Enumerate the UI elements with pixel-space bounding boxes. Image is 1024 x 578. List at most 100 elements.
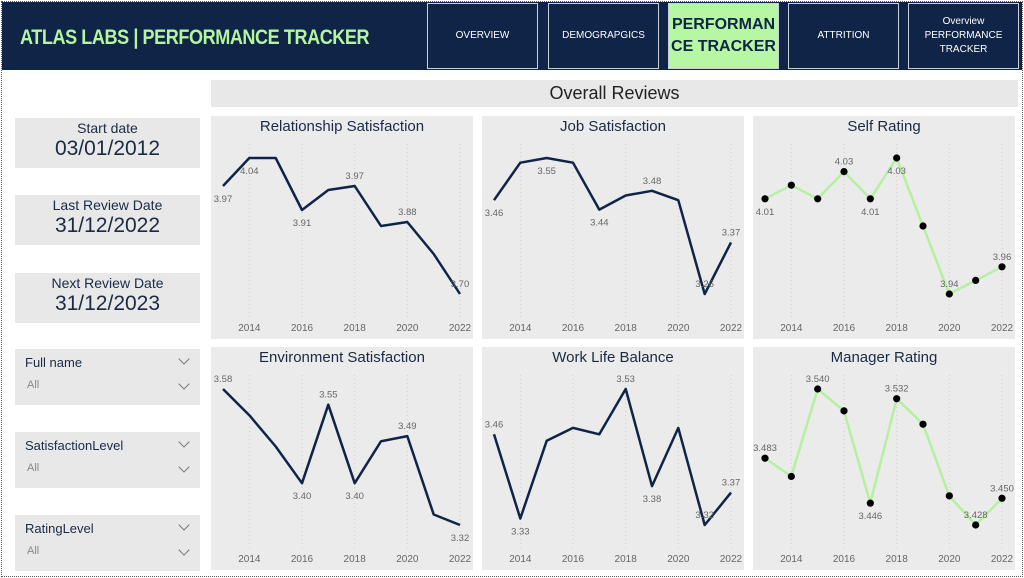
series-line [222,156,462,295]
data-label: 3.483 [753,443,777,454]
data-point [866,195,874,203]
data-label: 3.55 [319,390,338,401]
data-label: 3.26 [695,279,714,290]
slicer-value[interactable]: All [27,462,40,474]
data-label: 4.01 [861,207,880,218]
card-value: 03/01/2012 [54,137,161,160]
app-title: ATLAS LABS | PERFORMANCE TRACKER [20,26,370,49]
next-review-date-card: Next Review Date 31/12/2023 [15,273,200,323]
series-line [492,387,732,527]
data-label: 3.58 [214,374,233,385]
data-point [998,263,1006,271]
chevron-down-icon[interactable] [178,544,190,556]
data-label: 3.532 [885,384,909,395]
data-label: 3.46 [485,208,504,219]
data-label: 3.428 [964,510,988,521]
x-tick-label: 2016 [833,323,856,334]
data-point [787,472,795,481]
chart-title: Environment Satisfaction [259,349,425,366]
x-tick-label: 2016 [291,323,314,334]
x-tick-label: 2018 [615,554,638,565]
x-tick-label: 2014 [780,323,803,334]
data-point [998,494,1006,502]
data-label: 3.48 [643,176,662,187]
chevron-down-icon[interactable] [178,519,190,531]
data-point [945,492,953,500]
chart-environment-satisfaction[interactable]: 2014 2016 2018 2020 2022 3.58 3.40 3.55 3.40 3.49… [211,347,473,570]
data-point [972,276,980,284]
data-point [893,395,901,403]
chart-title: Relationship Satisfaction [259,118,425,135]
data-point [919,222,927,230]
data-label: 3.446 [858,511,882,522]
x-tick-label: 2014 [509,554,532,565]
x-tick-label: 2014 [780,554,803,565]
chart-title: Manager Rating [830,349,938,366]
card-value: 31/12/2023 [54,292,161,315]
data-point [919,420,927,428]
x-tick-label: 2014 [238,554,261,565]
chart-relationship-satisfaction[interactable]: 2014 2016 2018 2020 2022 3.97 4.04 3.91 3.97 3.88… [211,116,473,339]
x-tick-label: 2020 [667,554,690,565]
data-point [945,290,953,298]
chart-title: Job Satisfaction [560,118,666,135]
last-review-date-card: Last Review Date 31/12/2022 [15,195,200,245]
chart-svg: 2014 2016 2018 2020 2022 3.58 3.40 3.55 3.40 3.49… [214,374,472,565]
nav-demographics[interactable]: DEMOGRAPGICS [548,3,659,69]
card-label: Last Review Date [52,197,163,213]
nav-performance-tracker[interactable]: PERFORMAN CE TRACKER [668,3,779,69]
x-tick-label: 2018 [344,554,367,565]
x-tick-label: 2022 [720,323,743,334]
data-label: 3.37 [722,227,741,238]
chevron-down-icon[interactable] [178,378,190,390]
x-tick-label: 2018 [886,554,909,565]
data-label: 3.32 [451,533,470,544]
x-tick-label: 2020 [396,554,419,565]
chart-title: Self Rating [847,118,921,135]
data-point [840,168,848,176]
chart-manager-rating[interactable]: 2014 2016 2018 2020 2022 3.483 3.540 3.446 3.532… [753,347,1015,570]
slicer-full-name[interactable]: Full name All [15,349,200,405]
card-value: 31/12/2022 [54,214,161,237]
slicer-title: Full name [25,355,83,370]
x-tick-label: 2022 [720,554,743,565]
chart-job-satisfaction[interactable]: 2014 2016 2018 2020 2022 3.46 3.55 3.44 3.48 3.26… [482,116,744,339]
x-tick-label: 2016 [291,554,314,565]
series-line [492,156,733,296]
chevron-down-icon[interactable] [178,461,190,473]
slicer-satisfaction-level[interactable]: SatisfactionLevel All [15,432,200,488]
data-label: 3.88 [398,207,417,218]
series-line [764,156,1003,296]
nav-attrition[interactable]: ATTRITION [788,3,899,69]
data-label: 3.540 [806,374,830,385]
x-tick-label: 2014 [509,323,532,334]
chart-svg: 2014 2016 2018 2020 2022 3.46 3.33 3.53 3.38 3.32… [485,374,743,565]
data-label: 3.97 [214,194,233,205]
nav-overview-performance-tracker[interactable]: Overview PERFORMANCE TRACKER [908,3,1019,69]
series-line [222,388,461,527]
slicer-value[interactable]: All [27,379,40,391]
nav-overview[interactable]: OVERVIEW [427,3,538,69]
data-label: 3.32 [695,510,714,521]
data-label: 3.450 [990,483,1014,494]
data-label: 3.40 [293,491,312,502]
data-label: 3.53 [616,374,635,385]
chevron-down-icon[interactable] [178,436,190,448]
chart-work-life-balance[interactable]: 2014 2016 2018 2020 2022 3.46 3.33 3.53 3.38 3.32… [482,347,744,570]
data-label: 3.96 [993,252,1012,263]
chart-svg: 2014 2016 2018 2020 2022 4.01 4.03 4.01 4.03 3.94… [756,144,1014,334]
slicer-title: RatingLevel [25,521,94,536]
slicer-title: SatisfactionLevel [25,438,124,453]
slicer-rating-level[interactable]: RatingLevel All [15,515,200,571]
x-tick-label: 2022 [449,323,472,334]
chart-title: Work Life Balance [552,349,674,366]
x-tick-label: 2022 [991,323,1014,334]
slicer-value[interactable]: All [27,545,40,557]
series-line [764,387,1003,527]
x-tick-label: 2016 [562,323,585,334]
chevron-down-icon[interactable] [178,353,190,365]
x-tick-label: 2020 [667,323,690,334]
x-tick-label: 2022 [991,554,1014,565]
chart-self-rating[interactable]: 2014 2016 2018 2020 2022 4.01 4.03 4.01 4.03 3.94… [753,116,1015,339]
data-label: 3.46 [485,419,504,430]
